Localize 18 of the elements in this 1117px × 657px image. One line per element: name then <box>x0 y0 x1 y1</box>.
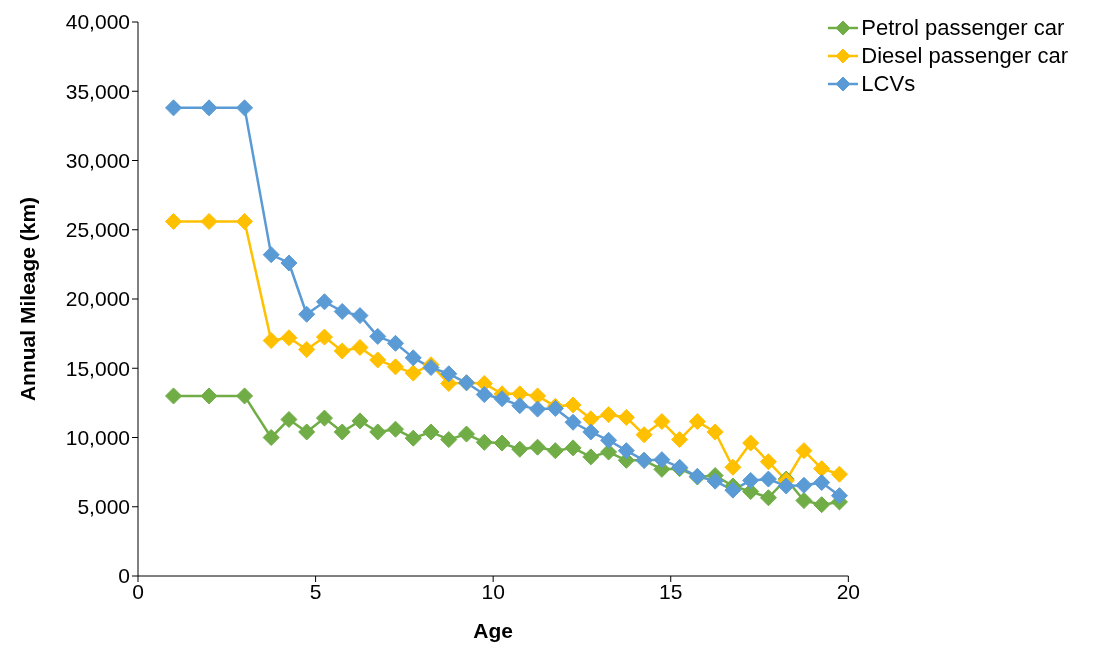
y-tick-label: 25,000 <box>65 218 130 242</box>
y-axis-title: Annual Mileage (km) <box>16 196 40 402</box>
x-tick-label: 10 <box>481 579 505 603</box>
y-tick-label: 15,000 <box>65 356 130 380</box>
y-tick-label: 10,000 <box>65 425 130 449</box>
legend-label: LCVs <box>861 71 916 97</box>
y-tick-label: 20,000 <box>65 287 130 311</box>
x-tick-label: 15 <box>659 579 683 603</box>
x-tick-label: 5 <box>309 579 322 603</box>
y-tick-label: 5,000 <box>77 495 130 519</box>
y-tick-label: 30,000 <box>65 148 130 172</box>
y-tick-label: 0 <box>118 564 130 588</box>
legend-label: Petrol passenger car <box>861 15 1065 41</box>
y-tick-label: 35,000 <box>65 79 130 103</box>
x-tick-label: 20 <box>836 579 861 603</box>
legend-label: Diesel passenger car <box>861 43 1068 69</box>
y-tick-label: 40,000 <box>65 10 130 34</box>
x-axis-title: Age <box>473 619 514 642</box>
